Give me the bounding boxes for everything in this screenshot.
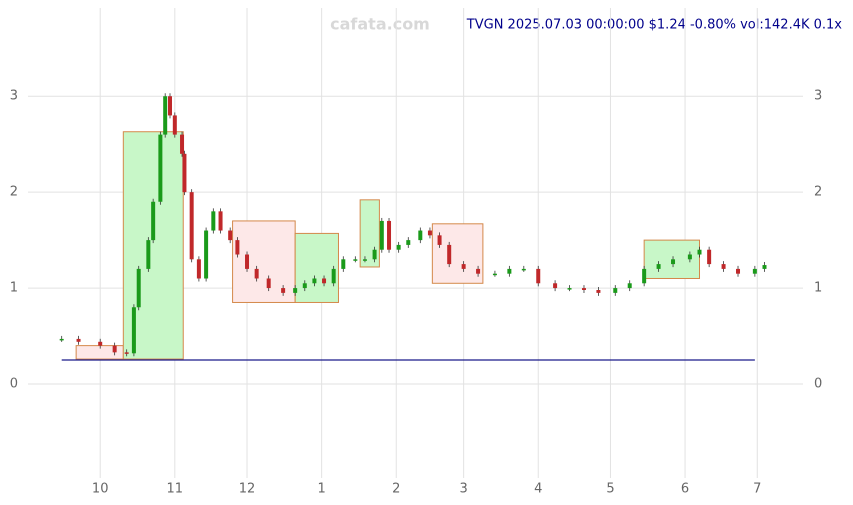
candle-body	[427, 230, 432, 236]
candle-body	[228, 230, 233, 241]
candle-body	[697, 249, 702, 255]
candle-body	[362, 259, 367, 261]
candle-body	[687, 254, 692, 260]
candle-body	[396, 244, 401, 250]
x-tick-label: 5	[606, 482, 614, 497]
x-tick-label: 4	[534, 482, 542, 497]
candle-body	[146, 240, 151, 269]
candle-body	[331, 268, 336, 284]
candle-body	[312, 278, 317, 284]
candle-body	[98, 341, 103, 346]
candle-body	[168, 96, 173, 116]
y-tick-label-right: 1	[814, 281, 822, 296]
candle-body	[447, 244, 452, 265]
candle-body	[627, 283, 632, 289]
x-tick-label: 12	[239, 482, 256, 497]
x-tick-label: 6	[681, 482, 689, 497]
candle-body	[656, 264, 661, 269]
candle-body	[387, 220, 392, 250]
y-tick-label: 2	[10, 185, 18, 200]
candle-body	[671, 259, 676, 265]
y-tick-label-right: 0	[814, 377, 822, 392]
candle-body	[721, 264, 726, 269]
candle-body	[136, 268, 141, 308]
candle-body	[372, 249, 377, 260]
candle-body	[182, 153, 187, 193]
candle-body	[245, 254, 250, 269]
candle-body	[158, 134, 163, 202]
x-tick-label: 1	[317, 482, 325, 497]
candle-body	[163, 96, 168, 135]
x-tick-label: 10	[92, 482, 109, 497]
candle-body	[437, 235, 442, 245]
y-tick-label: 1	[10, 281, 18, 296]
candle-body	[235, 240, 240, 255]
candle-body	[418, 230, 423, 241]
candle-body	[204, 230, 209, 279]
candle-body	[492, 273, 497, 276]
x-tick-label: 7	[753, 482, 761, 497]
candle-body	[59, 338, 64, 341]
candle-body	[581, 288, 586, 290]
candle-body	[521, 268, 526, 271]
candle-body	[567, 288, 572, 290]
candle-body	[196, 259, 201, 279]
range-box	[431, 223, 484, 284]
candle-body	[293, 288, 298, 293]
candle-body	[151, 201, 156, 241]
candle-body	[596, 290, 601, 293]
candle-body	[302, 283, 307, 289]
candle-body	[461, 264, 466, 269]
y-tick-label: 0	[10, 377, 18, 392]
candle-body	[476, 268, 481, 274]
candle-body	[353, 259, 358, 261]
candle-body	[131, 307, 136, 354]
candle-body	[112, 345, 117, 353]
candle-body	[341, 259, 346, 269]
candle-body	[553, 283, 558, 289]
candle-body	[507, 268, 512, 274]
candle-body	[322, 278, 327, 284]
x-tick-label: 3	[459, 482, 467, 497]
candle-body	[536, 268, 541, 284]
watermark: cafata.com	[330, 15, 430, 34]
candle-body	[172, 115, 177, 135]
y-tick-label-right: 3	[814, 89, 822, 104]
candle-body	[752, 268, 757, 274]
candle-body	[736, 268, 741, 274]
candle-body	[281, 288, 286, 293]
range-box	[294, 232, 339, 303]
chart-title: TVGN 2025.07.03 00:00:00 $1.24 -0.80% vo…	[466, 18, 843, 33]
candle-body	[211, 211, 216, 231]
candle-body	[406, 240, 411, 245]
candle-body	[189, 192, 194, 260]
candle-body	[180, 134, 185, 154]
candle-body	[218, 211, 223, 231]
candle-body	[613, 288, 618, 293]
x-tick-label: 2	[392, 482, 400, 497]
y-tick-label-right: 2	[814, 185, 822, 200]
candle-body	[76, 338, 81, 342]
candle-body	[762, 265, 767, 269]
candle-body	[254, 268, 259, 279]
candle-body	[124, 352, 129, 354]
range-box	[232, 220, 296, 303]
candle-body	[266, 278, 271, 289]
candle-body	[379, 220, 384, 250]
candle-body	[642, 268, 647, 284]
x-tick-label: 11	[167, 482, 184, 497]
y-tick-label: 3	[10, 89, 18, 104]
candle-body	[707, 249, 712, 265]
